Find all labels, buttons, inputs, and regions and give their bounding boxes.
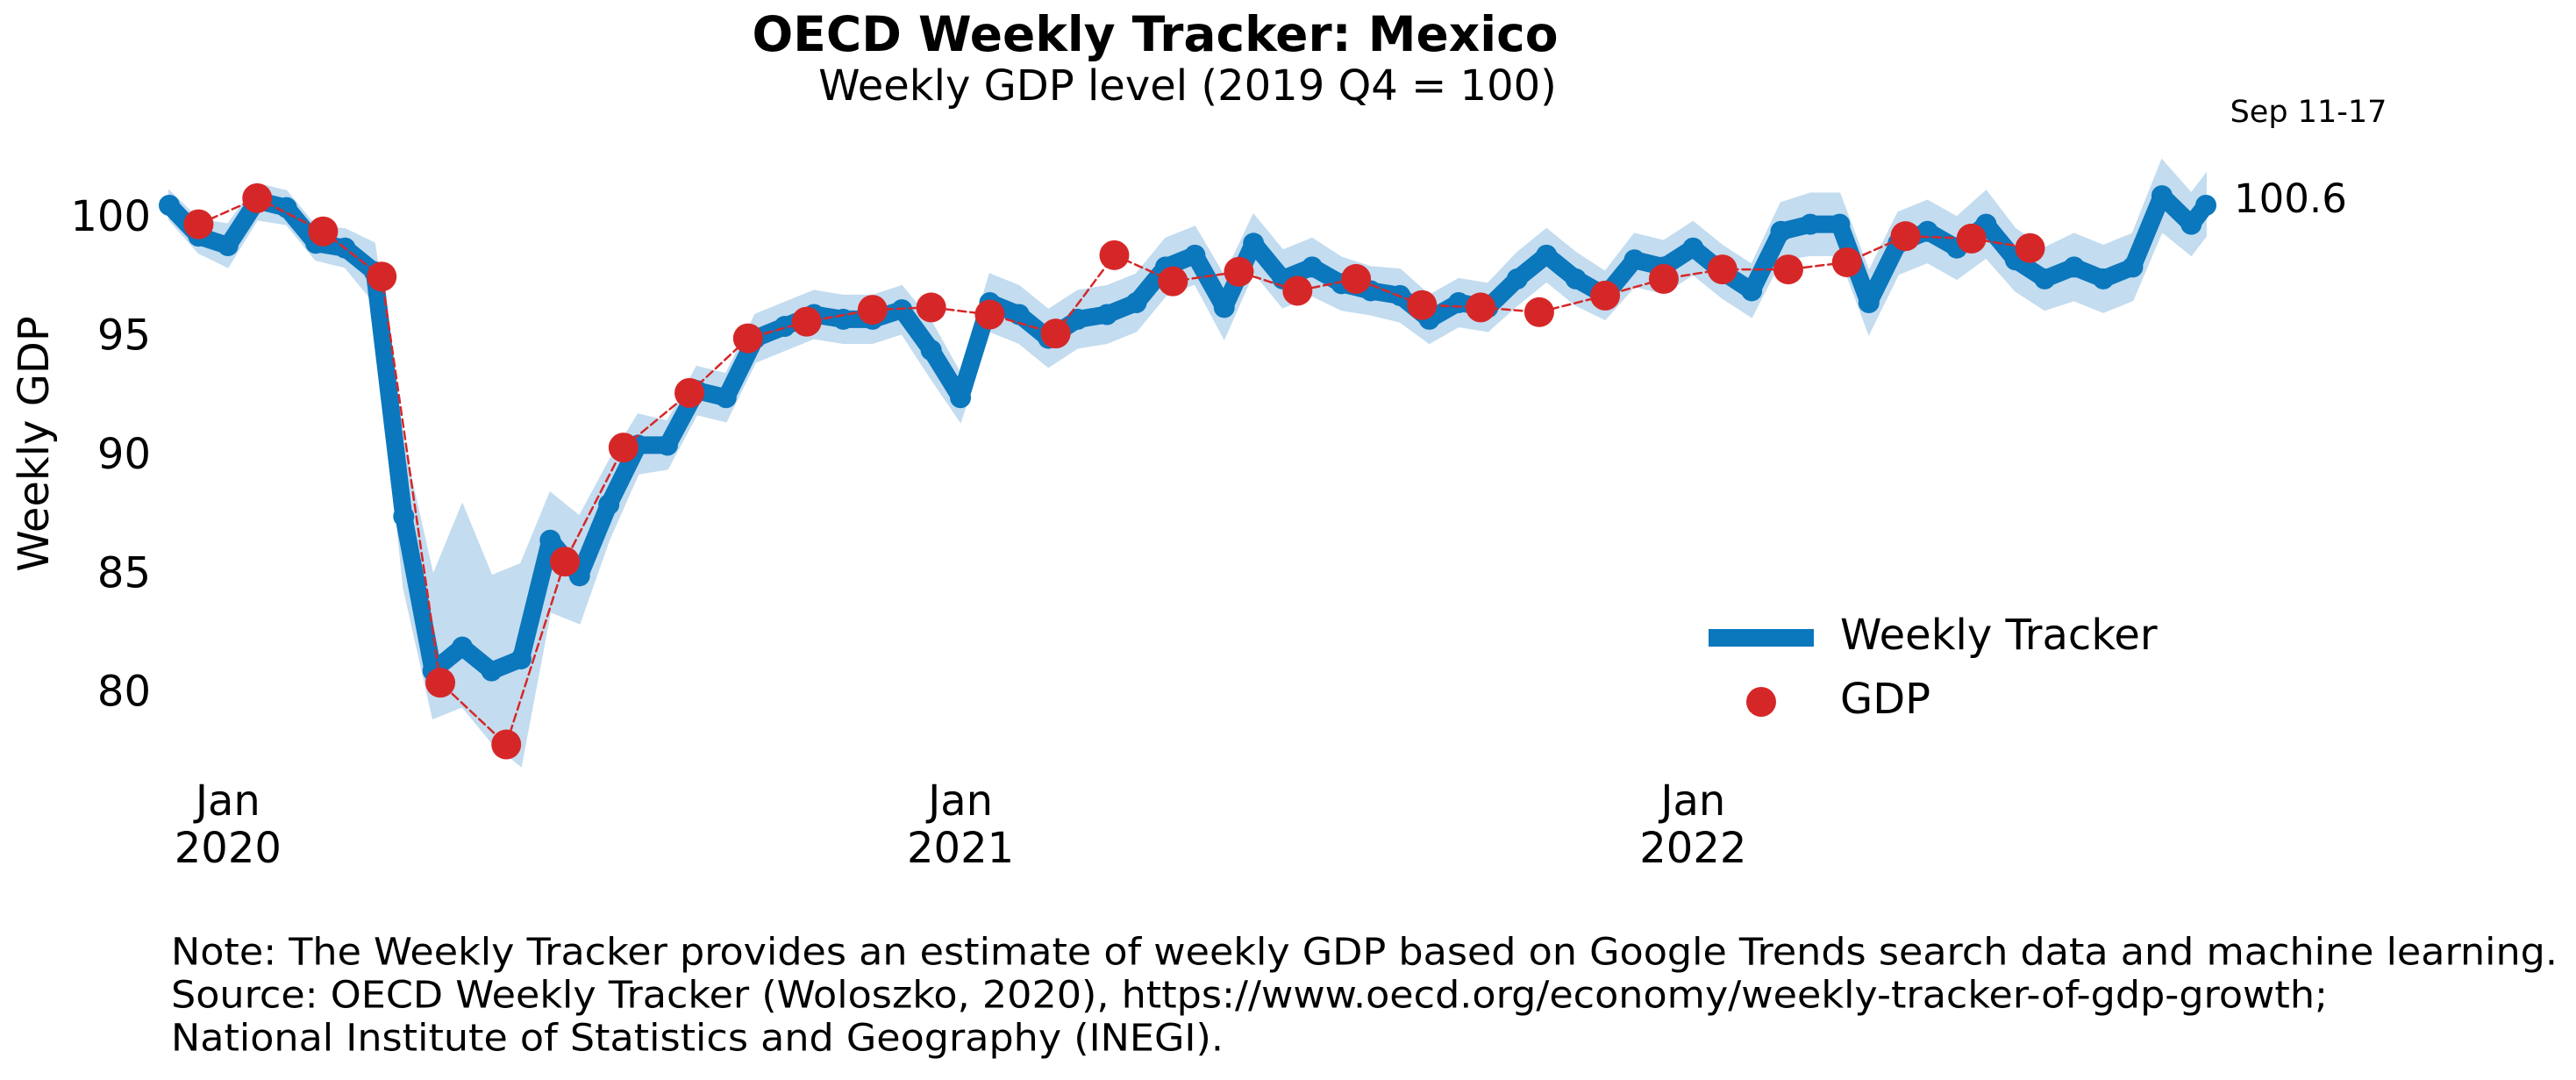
gdp-point [1890, 221, 1921, 252]
tracker-point [1829, 213, 1851, 235]
date-annotation: Sep 11-17 [2230, 95, 2387, 130]
gdp-point [1773, 254, 1803, 285]
gdp-point [791, 306, 822, 337]
tracker-point [1741, 280, 1763, 302]
tracker-point [2180, 213, 2202, 235]
tracker-point [2122, 256, 2144, 278]
legend-label: GDP [1840, 675, 1930, 724]
tracker-point [1301, 256, 1323, 278]
tracker-point [1448, 291, 1470, 313]
x-tick-label: Jan 2022 [1639, 776, 1746, 873]
note: Source: OECD Weekly Tracker (Woloszko, 2… [171, 974, 2328, 1018]
tracker-point [656, 434, 678, 456]
tracker-point [832, 308, 854, 330]
gdp-point [367, 261, 397, 292]
gdp-point [242, 182, 273, 213]
tracker-point [1213, 297, 1235, 318]
gdp-point [183, 209, 214, 240]
tracker-point [1565, 268, 1587, 290]
y-axis-label: Weekly GDP [10, 316, 59, 572]
gdp-point [1407, 290, 1438, 320]
gdp-point [916, 292, 946, 323]
gdp-point [1099, 240, 1130, 270]
tracker-point [481, 660, 503, 682]
tracker-point [598, 494, 620, 516]
tracker-point [1096, 304, 1118, 325]
tracker-point [774, 316, 796, 338]
tracker-point [1623, 249, 1645, 271]
tracker-point [159, 194, 180, 216]
gdp-point [974, 299, 1005, 330]
y-tick-label: 95 [97, 311, 151, 361]
tracker-point [1067, 308, 1088, 330]
tracker-point [217, 235, 239, 257]
gdp-point [550, 547, 581, 577]
tracker-point [1184, 244, 1206, 266]
gdp-point [491, 729, 522, 760]
tracker-point [1682, 237, 1704, 259]
gdp-point [1523, 297, 1554, 327]
legend-swatch [1746, 687, 1776, 717]
gdp-point [425, 668, 456, 698]
tracker-point [1799, 213, 1821, 235]
tracker-point [275, 197, 297, 218]
tracker-point [539, 529, 561, 551]
gdp-point [732, 323, 763, 354]
legend-label: Weekly Tracker [1840, 611, 2158, 660]
x-tick-label: Jan 2020 [175, 776, 282, 873]
tracker-point [715, 387, 737, 409]
tracker-point [1536, 244, 1558, 266]
gdp-point [1224, 256, 1254, 287]
gdp-point [308, 216, 339, 247]
gdp-point [1648, 263, 1679, 294]
tracker-point [1770, 220, 1792, 242]
note: Note: The Weekly Tracker provides an est… [171, 931, 2558, 975]
chart-title: OECD Weekly Tracker: Mexico [753, 6, 1559, 62]
note: National Institute of Statistics and Geo… [171, 1017, 1224, 1061]
tracker-point [2195, 194, 2216, 216]
y-tick-label: 100 [70, 192, 151, 241]
tracker-point [1243, 232, 1265, 254]
tracker-point [920, 340, 942, 361]
gdp-point [1590, 280, 1621, 311]
gdp-point [1466, 292, 1496, 323]
y-tick-label: 80 [97, 668, 151, 717]
gdp-point [1040, 318, 1071, 349]
tracker-point [2063, 256, 2085, 278]
y-tick-label: 90 [97, 430, 151, 479]
tracker-point [1125, 291, 1147, 313]
gdp-point [608, 433, 639, 463]
tracker-point [2034, 268, 2056, 290]
tracker-point [393, 505, 415, 527]
tracker-point [510, 648, 532, 670]
tracker-point [1506, 268, 1528, 290]
tracker-point [950, 387, 972, 409]
gdp-point [1956, 223, 1987, 254]
gdp-point [1341, 263, 1372, 294]
tracker-point [1008, 304, 1030, 325]
gdp-point [1158, 266, 1188, 297]
gdp-point [1707, 254, 1738, 285]
tracker-point [1858, 291, 1880, 313]
gdp-point [2015, 232, 2045, 263]
gdp-point [1282, 275, 1313, 306]
tracker-point [891, 299, 913, 321]
tracker-point [2093, 268, 2115, 290]
gdp-point [674, 377, 705, 408]
chart-subtitle: Weekly GDP level (2019 Q4 = 100) [818, 61, 1557, 111]
tracker-point [2151, 185, 2173, 207]
gdp-point [857, 295, 888, 325]
y-tick-label: 85 [97, 548, 151, 597]
tracker-point [452, 636, 474, 658]
last-value-annotation: 100.6 [2234, 175, 2347, 222]
x-tick-label: Jan 2021 [907, 776, 1014, 873]
gdp-point [1831, 247, 1862, 277]
